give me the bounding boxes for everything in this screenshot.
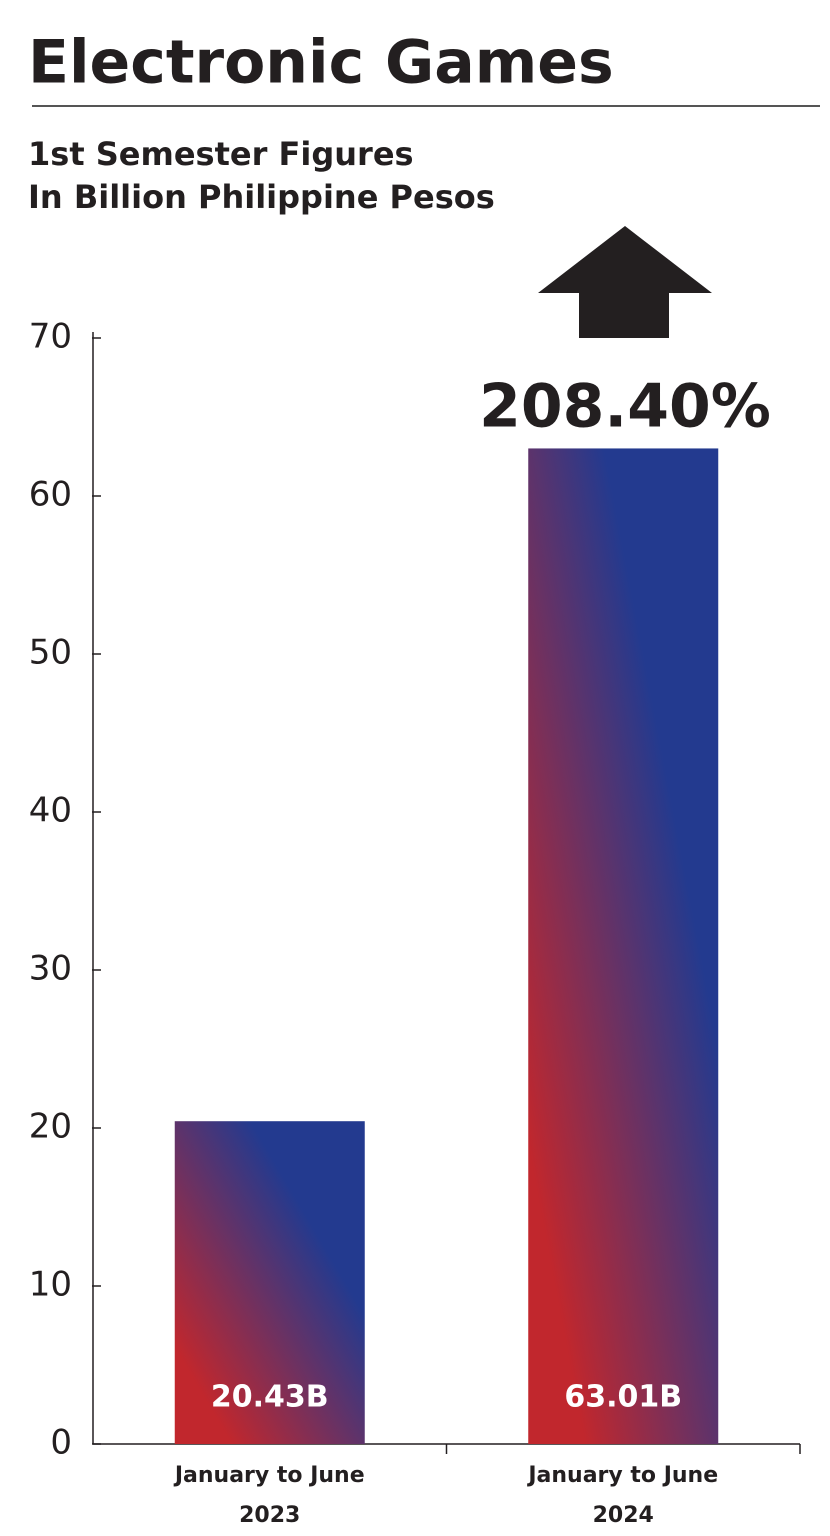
x-tick-label: January to June [173, 1463, 365, 1488]
chart-title: Electronic Games [28, 28, 614, 98]
y-tick-label: 10 [29, 1265, 72, 1305]
subtitle: In Billion Philippine Pesos [28, 178, 495, 216]
up-arrow [538, 226, 712, 338]
bar [174, 1121, 365, 1444]
y-tick-label: 70 [29, 317, 72, 357]
value-label: 20.43B [211, 1380, 329, 1415]
y-tick-label: 60 [29, 475, 72, 515]
x-tick-label: 2023 [239, 1503, 300, 1528]
x-tick-label: January to June [526, 1463, 718, 1488]
x-tick-label: 2024 [593, 1503, 654, 1528]
subtitle: 1st Semester Figures [28, 135, 414, 173]
y-tick-label: 50 [29, 633, 72, 673]
y-tick-label: 20 [29, 1107, 72, 1147]
value-label: 63.01B [564, 1380, 682, 1415]
y-tick-label: 40 [29, 791, 72, 831]
y-tick-label: 0 [50, 1423, 72, 1463]
annotation: 208.40% [479, 372, 771, 442]
bar [528, 448, 719, 1444]
y-tick-label: 30 [29, 949, 72, 989]
